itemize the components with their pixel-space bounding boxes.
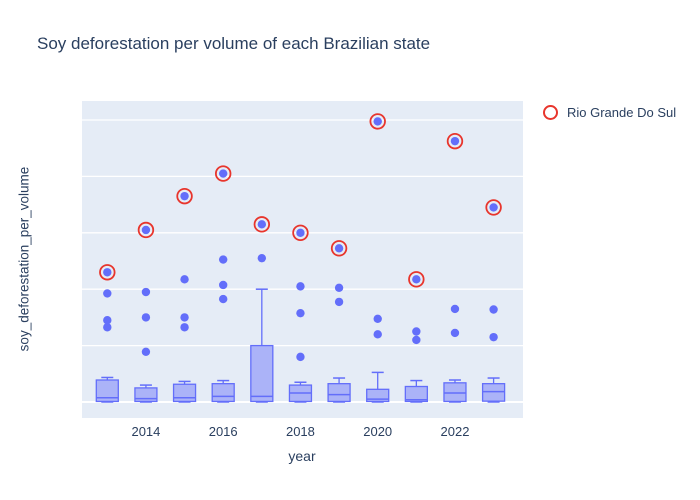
box-2022[interactable] <box>443 382 467 403</box>
x-tick-label-2020: 2020 <box>363 424 393 439</box>
outlier-point[interactable] <box>180 323 189 332</box>
year-group-2014 <box>134 221 158 403</box>
outlier-point[interactable] <box>218 294 228 304</box>
x-tick-label-2018: 2018 <box>285 424 315 439</box>
highlight-point-2013[interactable] <box>103 268 112 277</box>
highlight-point-2023[interactable] <box>489 203 498 212</box>
year-group-2016 <box>211 165 235 403</box>
highlight-ring-2021 <box>408 271 425 288</box>
chart-title: Soy deforestation per volume of each Bra… <box>37 34 431 53</box>
outlier-point[interactable] <box>450 304 460 314</box>
outlier-point[interactable] <box>180 275 189 284</box>
outlier-point[interactable] <box>373 330 382 339</box>
box-2023[interactable] <box>481 383 506 402</box>
x-tick-label-2022: 2022 <box>440 424 470 439</box>
outlier-point[interactable] <box>103 289 112 298</box>
highlight-ring-2017 <box>253 216 271 233</box>
y-axis-title: soy_deforestation_per_volume <box>16 166 32 352</box>
year-group-2022 <box>443 132 467 403</box>
box-2017[interactable] <box>250 344 274 403</box>
box-2014[interactable] <box>134 387 158 403</box>
outlier-point[interactable] <box>296 308 305 318</box>
outlier-point[interactable] <box>296 352 305 362</box>
outlier-point[interactable] <box>257 253 267 263</box>
highlight-ring-2013 <box>99 264 116 281</box>
highlight-point-2022[interactable] <box>450 136 460 146</box>
highlight-point-2020[interactable] <box>373 117 382 126</box>
outlier-point[interactable] <box>180 313 189 322</box>
box-2021[interactable] <box>404 385 428 403</box>
box-2019[interactable] <box>327 383 351 403</box>
year-group-2015 <box>172 187 197 403</box>
year-group-2019 <box>327 240 351 403</box>
year-group-2017 <box>250 216 274 403</box>
outlier-point[interactable] <box>141 287 151 297</box>
highlight-ring-2022 <box>446 132 464 150</box>
plot-area[interactable] <box>82 101 523 418</box>
outlier-point[interactable] <box>334 283 344 292</box>
legend-label: Rio Grande Do Sul <box>567 105 677 120</box>
year-group-2018 <box>288 224 313 403</box>
highlight-ring-2014 <box>137 221 155 239</box>
highlight-point-2014[interactable] <box>141 225 151 235</box>
outlier-point[interactable] <box>450 328 460 338</box>
box-2016[interactable] <box>211 383 235 403</box>
outlier-point[interactable] <box>296 282 305 291</box>
outlier-point[interactable] <box>103 316 112 325</box>
outlier-point[interactable] <box>412 335 421 345</box>
highlight-ring-2023 <box>485 199 502 216</box>
year-group-2021 <box>404 271 428 403</box>
outlier-point[interactable] <box>489 332 498 342</box>
outlier-point[interactable] <box>218 255 228 264</box>
outlier-point[interactable] <box>141 347 151 357</box>
box-2020[interactable] <box>366 388 390 403</box>
year-group-2013 <box>95 264 119 403</box>
highlight-ring-2019 <box>330 240 348 257</box>
highlight-point-2021[interactable] <box>412 275 421 284</box>
highlight-point-2018[interactable] <box>296 228 305 237</box>
highlight-ring-2018 <box>292 224 309 242</box>
outlier-point[interactable] <box>412 327 421 336</box>
highlight-point-2016[interactable] <box>218 169 228 178</box>
x-tick-label-2016: 2016 <box>208 424 238 439</box>
x-tick-label-2014: 2014 <box>131 424 161 439</box>
outlier-point[interactable] <box>103 323 112 332</box>
outlier-point[interactable] <box>334 297 344 307</box>
x-axis-title: year <box>288 448 316 464</box>
highlight-point-2015[interactable] <box>180 191 189 201</box>
highlight-ring-2016 <box>214 165 232 182</box>
highlight-ring-2020 <box>369 113 386 130</box>
box-2015[interactable] <box>172 383 197 403</box>
outlier-point[interactable] <box>141 313 151 322</box>
outlier-point[interactable] <box>373 314 382 324</box>
plot-canvas[interactable] <box>82 101 523 418</box>
outlier-point[interactable] <box>489 305 498 314</box>
legend[interactable]: Rio Grande Do Sul <box>543 105 676 120</box>
highlight-point-2017[interactable] <box>257 220 267 229</box>
highlight-point-2019[interactable] <box>334 244 344 253</box>
highlight-ring-2015 <box>176 187 193 205</box>
outlier-point[interactable] <box>218 280 228 290</box>
box-2013[interactable] <box>95 379 119 403</box>
year-group-2023 <box>481 199 506 403</box>
year-group-2020 <box>366 113 390 403</box>
open-circle-icon <box>543 105 558 120</box>
